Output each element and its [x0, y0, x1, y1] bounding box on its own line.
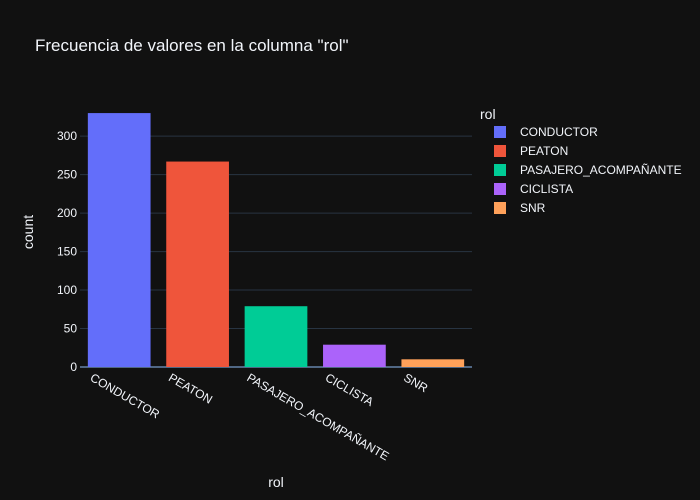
y-tick-label: 300 [57, 129, 77, 143]
legend-swatch[interactable] [494, 164, 506, 176]
x-axis-title: rol [268, 474, 284, 490]
legend: rol CONDUCTOR PEATON PASAJERO_ACOMPAÑANTE C… [480, 106, 682, 215]
bar-conductor[interactable] [87, 113, 151, 367]
y-tick-label: 0 [70, 360, 77, 374]
legend-swatch[interactable] [494, 126, 506, 138]
legend-item-label[interactable]: CONDUCTOR [520, 125, 598, 139]
x-tick-label: PASAJERO_ACOMPAÑANTE [245, 370, 392, 463]
x-tick-label: PEATON [166, 370, 215, 406]
x-tick-label: SNR [401, 370, 430, 395]
x-tick-labels: CONDUCTOR PEATON PASAJERO_ACOMPAÑANTECICLI… [88, 370, 431, 463]
y-axis-title: count [20, 215, 36, 249]
legend-title: rol [480, 106, 496, 122]
y-tick-label: 50 [64, 322, 78, 336]
legend-item-label[interactable]: SNR [520, 201, 546, 215]
bar-peaton[interactable] [166, 161, 229, 367]
bar-snr[interactable] [401, 359, 465, 367]
x-tick-label: CICLISTA [323, 370, 376, 409]
bars [87, 113, 465, 367]
y-tick-label: 100 [57, 283, 77, 297]
x-tick-label: CONDUCTOR [88, 370, 163, 421]
legend-item-label[interactable]: CICLISTA [520, 182, 573, 196]
legend-item-label[interactable]: PEATON [520, 144, 568, 158]
y-tick-label: 250 [57, 168, 77, 182]
legend-swatch[interactable] [494, 145, 506, 157]
legend-item-label[interactable]: PASAJERO_ACOMPAÑANTE [520, 163, 682, 177]
y-tick-label: 150 [57, 245, 77, 259]
bar-pasajero_acompañante[interactable] [244, 306, 308, 367]
legend-swatch[interactable] [494, 183, 506, 195]
legend-swatch[interactable] [494, 202, 506, 214]
chart-title: Frecuencia de valores en la columna "rol… [35, 36, 349, 55]
y-tick-label: 200 [57, 206, 77, 220]
y-tick-labels: 0 50 100 150 200 250 300 [57, 129, 77, 374]
bar-ciclista[interactable] [323, 344, 386, 367]
